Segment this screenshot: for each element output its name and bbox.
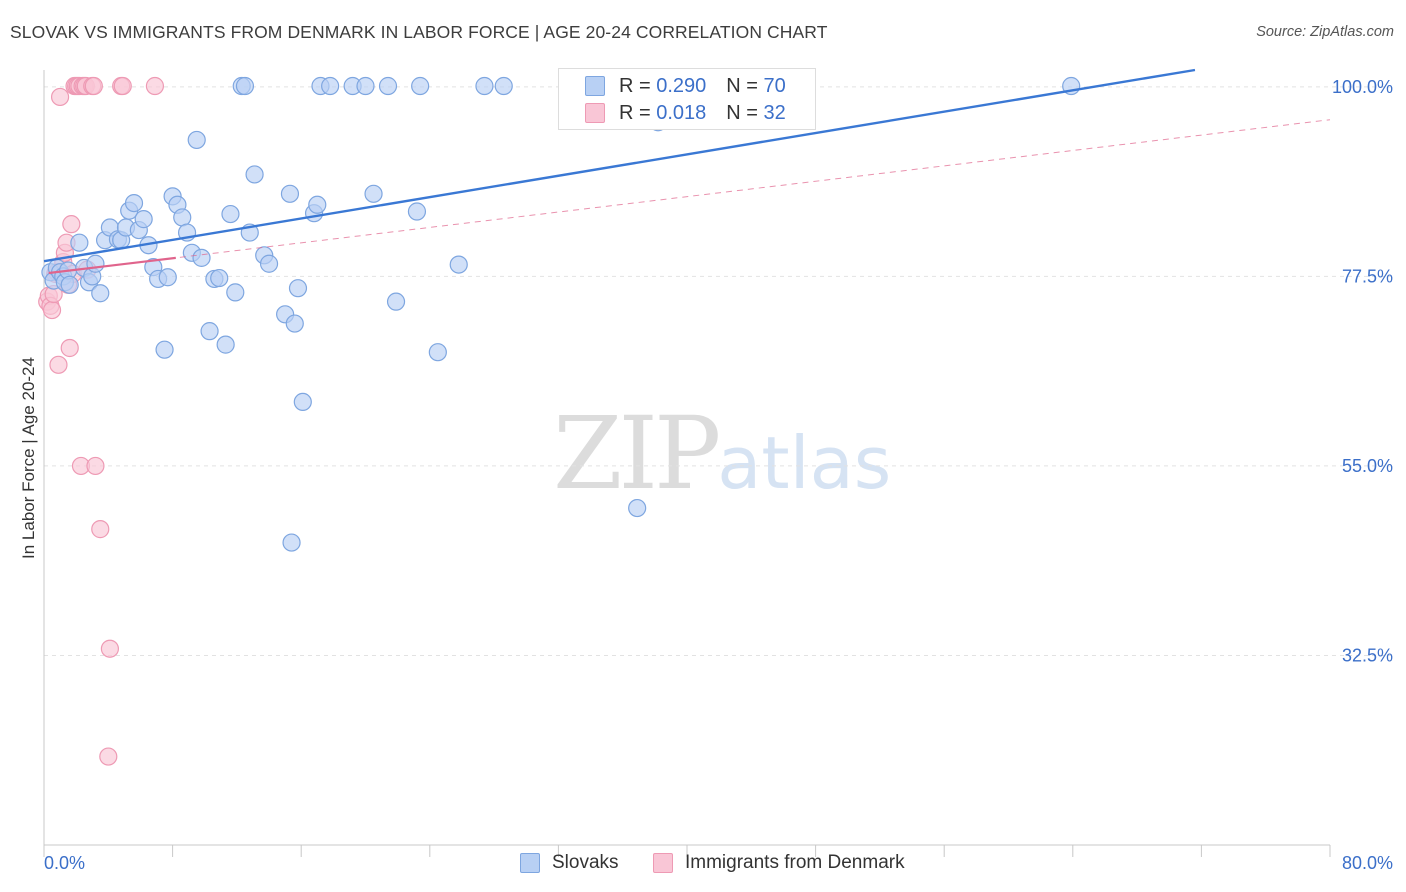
data-point-blue [187, 130, 206, 150]
legend-n-label: N = [726, 74, 758, 97]
x-tick-label: 80.0% [1342, 853, 1393, 873]
chart-title: SLOVAK VS IMMIGRANTS FROM DENMARK IN LAB… [10, 22, 828, 42]
legend-r-value: 0.018 [656, 101, 707, 124]
data-point-pink [84, 76, 103, 96]
data-point-blue [356, 76, 375, 96]
watermark-zip: ZIP [553, 395, 721, 512]
data-point-blue [70, 233, 89, 252]
data-point-pink [145, 76, 165, 96]
series-legend-denmark[interactable]: Immigrants from Denmark [653, 852, 905, 874]
data-point-pink [86, 456, 105, 476]
y-tick-label: 55.0% [1342, 456, 1393, 476]
legend-swatch-pink [585, 103, 605, 123]
legend-r-value: 0.290 [656, 74, 707, 97]
data-point-blue [288, 279, 308, 298]
source-credit: Source: ZipAtlas.com [1256, 24, 1394, 40]
data-point-blue [308, 195, 327, 214]
data-point-blue [155, 340, 174, 359]
y-tick-label: 32.5% [1342, 645, 1393, 665]
legend-row-slovaks: R = 0.290 N = 70 [585, 74, 786, 98]
data-point-pink [100, 639, 120, 658]
y-axis-label: In Labor Force | Age 20-24 [19, 357, 38, 559]
data-point-blue [386, 292, 406, 311]
data-point-pink [91, 520, 110, 539]
data-point-blue [158, 268, 177, 287]
data-point-blue [221, 204, 240, 224]
data-point-pink [42, 300, 62, 320]
legend-row-denmark: R = 0.018 N = 32 [585, 101, 786, 125]
data-point-pink [49, 355, 68, 374]
legend-r-label: R = [619, 74, 651, 97]
x-tick-label: 0.0% [44, 853, 85, 873]
series-label-denmark: Immigrants from Denmark [685, 852, 905, 873]
watermark: ZIPatlas [553, 395, 891, 512]
data-point-pink [99, 747, 118, 766]
legend-n-label: N = [726, 101, 758, 124]
watermark-atlas: atlas [717, 421, 892, 505]
data-point-blue [378, 76, 398, 96]
legend-swatch-blue [585, 76, 605, 96]
series-swatch-blue [520, 853, 540, 873]
data-point-blue [173, 208, 192, 227]
trend-line-pink [48, 256, 176, 275]
data-point-blue [124, 193, 144, 213]
series-swatch-pink [653, 853, 673, 873]
data-point-blue [321, 76, 340, 96]
data-point-pink [62, 215, 81, 234]
legend-r-label: R = [619, 101, 651, 124]
data-point-blue [364, 184, 383, 203]
data-point-pink [60, 338, 79, 358]
data-point-blue [628, 498, 647, 518]
data-point-blue [86, 254, 105, 273]
data-point-blue [449, 255, 468, 274]
data-point-blue [235, 76, 255, 96]
series-legend-slovaks[interactable]: Slovaks [520, 852, 619, 874]
trend-line-blue [43, 68, 1196, 263]
data-point-blue [192, 248, 211, 267]
data-point-blue [293, 392, 312, 412]
legend-n-value: 70 [763, 74, 786, 97]
data-point-blue [282, 533, 301, 552]
data-point-blue [200, 322, 219, 341]
data-point-blue [245, 165, 264, 184]
legend-n-value: 32 [763, 101, 786, 124]
data-point-blue [91, 284, 110, 303]
data-point-blue [285, 314, 304, 333]
series-legend: Slovaks Immigrants from Denmark [0, 852, 1406, 878]
data-point-blue [226, 283, 245, 302]
data-point-blue [216, 335, 235, 354]
data-point-blue [259, 254, 279, 273]
data-point-blue [60, 275, 79, 294]
data-point-blue [210, 268, 229, 288]
data-point-blue [475, 76, 494, 96]
data-point-blue [428, 343, 447, 362]
data-point-blue [134, 210, 153, 229]
data-point-pink [50, 87, 70, 107]
data-point-blue [494, 76, 513, 96]
data-point-pink [113, 76, 132, 96]
trend-line-pink-dashed [48, 119, 1331, 274]
stats-legend: R = 0.290 N = 70 R = 0.018 N = 32 [558, 68, 816, 130]
y-tick-label: 77.5% [1342, 266, 1393, 286]
y-tick-label: 100.0% [1332, 77, 1393, 97]
data-point-blue [280, 184, 300, 203]
data-point-blue [411, 76, 430, 96]
data-point-blue [407, 202, 427, 221]
series-label-slovaks: Slovaks [552, 852, 619, 873]
